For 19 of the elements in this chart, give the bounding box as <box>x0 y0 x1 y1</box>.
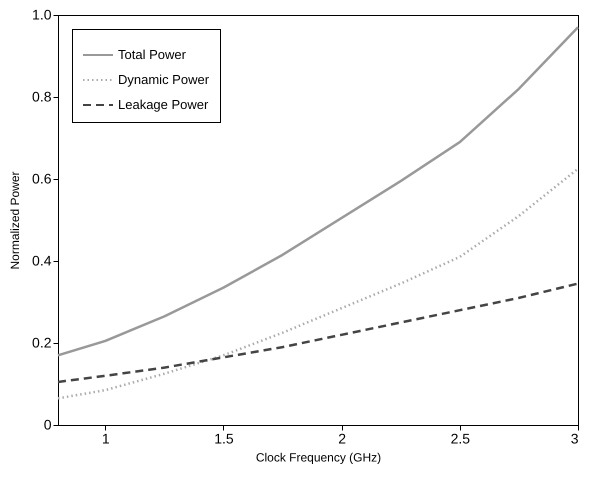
x-axis-title: Clock Frequency (GHz) <box>256 450 382 464</box>
y-tick-label: 0.4 <box>32 252 52 268</box>
x-tick-label: 1.5 <box>214 430 234 446</box>
line-series <box>56 168 580 400</box>
y-tick-label: 1.0 <box>32 6 52 22</box>
y-tick-label: 0 <box>44 416 52 432</box>
line-series <box>56 26 580 357</box>
line-series <box>56 282 580 384</box>
y-tick-label: 0.2 <box>32 334 52 350</box>
y-axis-title: Normalized Power <box>8 171 22 270</box>
legend-label: Dynamic Power <box>118 72 210 87</box>
x-tick-label: 2.5 <box>450 430 470 446</box>
x-tick-label: 1 <box>102 430 110 446</box>
y-tick-label: 0.6 <box>32 170 52 186</box>
legend-label: Leakage Power <box>118 97 210 112</box>
x-tick-label: 2 <box>338 430 346 446</box>
legend-label: Total Power <box>118 47 187 62</box>
x-tick-label: 3 <box>570 430 579 446</box>
y-tick-label: 0.8 <box>32 88 52 104</box>
